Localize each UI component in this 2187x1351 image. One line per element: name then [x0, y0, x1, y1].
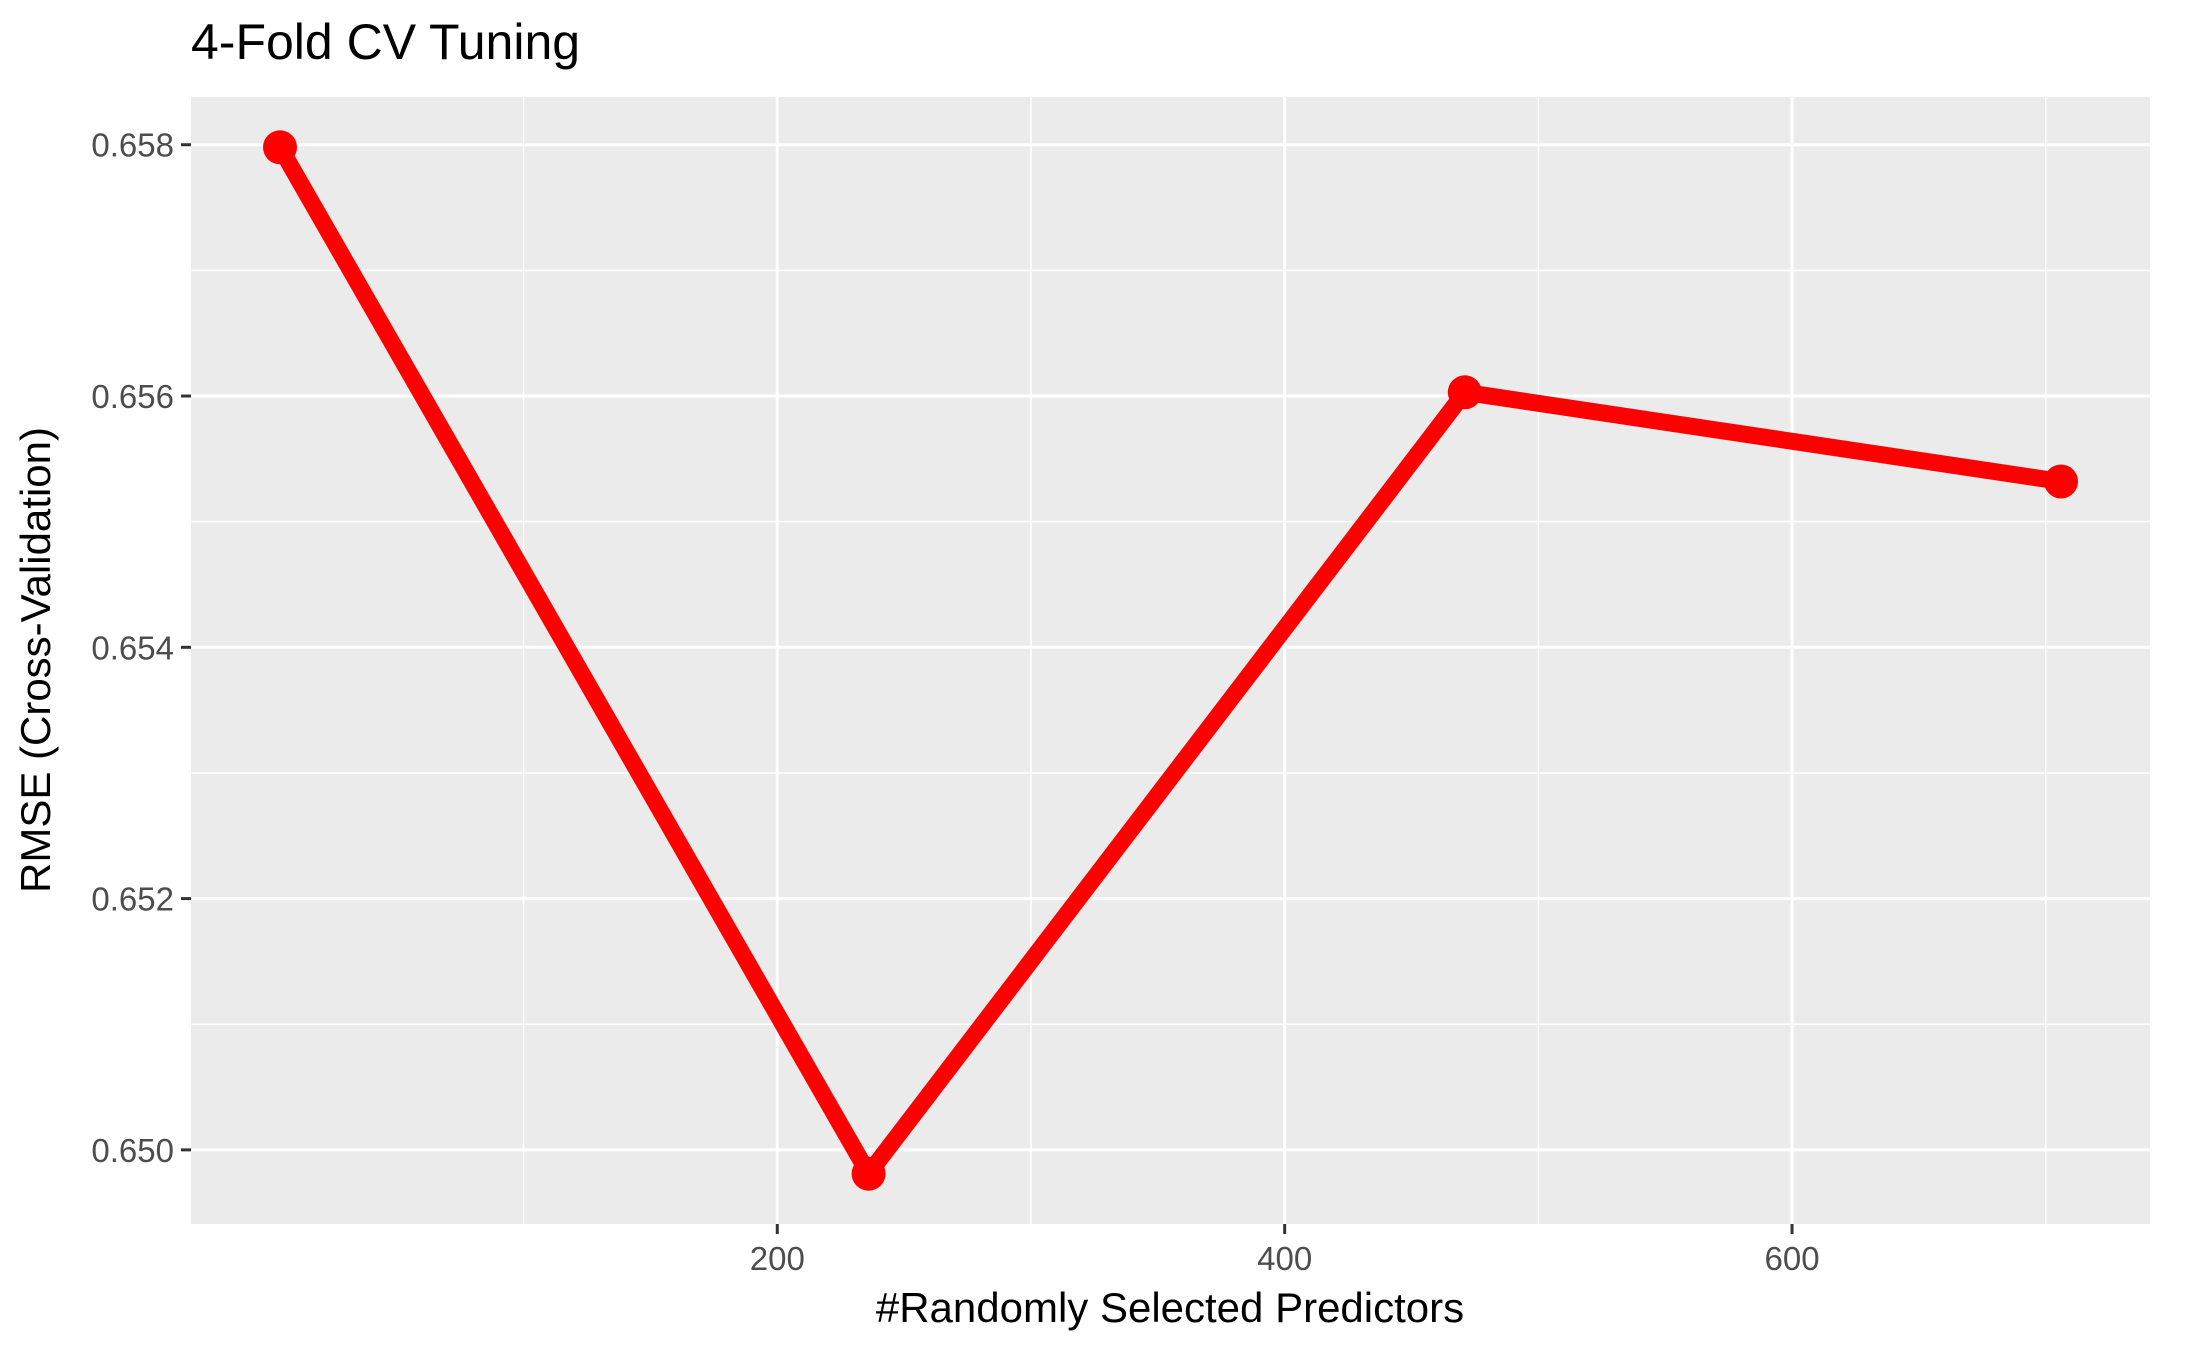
- y-tick-label: 0.652: [91, 881, 174, 918]
- y-tick-label: 0.650: [91, 1132, 174, 1169]
- x-axis: 200 400 600: [750, 1224, 1820, 1277]
- grid-major: [191, 97, 2150, 1224]
- data-point: [851, 1156, 886, 1191]
- chart-title: 4-Fold CV Tuning: [191, 14, 580, 70]
- x-tick-label: 400: [1257, 1240, 1312, 1277]
- y-tick-label: 0.658: [91, 127, 174, 164]
- y-axis-title: RMSE (Cross-Validation): [12, 427, 59, 893]
- plot-panel: [191, 97, 2150, 1224]
- x-tick-label: 200: [750, 1240, 805, 1277]
- data-point: [263, 130, 297, 165]
- series-lines: [271, 138, 2070, 1183]
- data-point: [2044, 464, 2078, 499]
- y-tick-label: 0.654: [91, 629, 174, 666]
- x-axis-title: #Randomly Selected Predictors: [876, 1284, 1464, 1331]
- x-tick-label: 600: [1765, 1240, 1820, 1277]
- data-point: [1447, 375, 1482, 410]
- y-axis: 0.650 0.652 0.654 0.656 0.658: [91, 127, 191, 1169]
- series-line: [271, 138, 2070, 1183]
- series-points: [263, 130, 2078, 1191]
- y-tick-label: 0.656: [91, 378, 174, 415]
